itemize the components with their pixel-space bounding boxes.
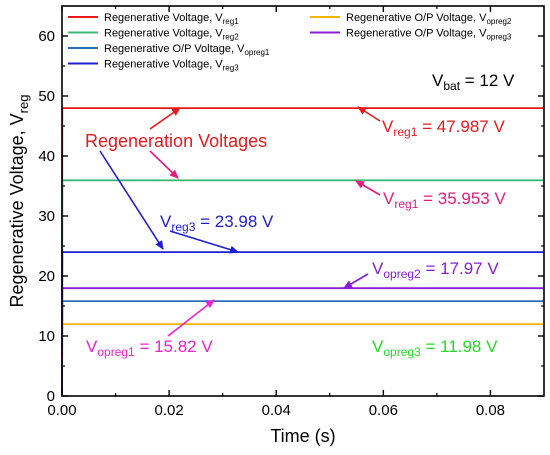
arrow-reg2-label xyxy=(355,180,381,196)
y-tick-label: 50 xyxy=(38,88,55,105)
ann-opreg2: Vopreg2 = 17.97 V xyxy=(372,259,499,281)
legend-label: Regenerative Voltage, Vreg3 xyxy=(104,59,239,73)
ann-reg1-a: Vreg1 = 47.987 V xyxy=(382,117,505,139)
y-axis-title: Regenerative Voltage, Vreg xyxy=(7,95,31,308)
x-tick-label: 0.06 xyxy=(369,402,398,419)
legend-item-opreg3: Regenerative O/P Voltage, Vopreg3 xyxy=(310,28,512,42)
ann-reg3: Vreg3 = 23.98 V xyxy=(160,212,274,234)
arrow-regen-to-reg1 xyxy=(149,107,181,130)
y-axis-title-main: Regenerative Voltage, V xyxy=(7,113,27,307)
arrow-regen-to-reg2 xyxy=(149,150,179,179)
y-tick-label: 40 xyxy=(38,148,55,165)
legend-label: Regenerative O/P Voltage, Vopreg1 xyxy=(104,43,270,57)
x-axis-title: Time (s) xyxy=(270,426,335,446)
legend-item-reg3: Regenerative Voltage, Vreg3 xyxy=(68,59,239,73)
legend: Regenerative Voltage, Vreg1 Regenerative … xyxy=(68,12,512,73)
regeneration-voltages-label: Regeneration Voltages xyxy=(85,131,267,151)
ann-opreg3: Vopreg3 = 11.98 V xyxy=(372,337,498,359)
y-tick-label: 10 xyxy=(38,328,55,345)
x-tick-label: 0.00 xyxy=(47,402,76,419)
ann-opreg1: Vopreg1 = 15.82 V xyxy=(86,337,213,359)
legend-label: Regenerative Voltage, Vreg2 xyxy=(104,28,239,42)
arrow-regen-to-reg3 xyxy=(99,150,164,250)
series-line-opreg2 xyxy=(61,323,544,397)
plot-frame xyxy=(61,5,545,397)
legend-label: Regenerative O/P Voltage, Vopreg3 xyxy=(346,28,512,42)
legend-label: Regenerative O/P Voltage, Vopreg2 xyxy=(346,12,512,26)
svg-text:Regenerative Voltage, Vreg: Regenerative Voltage, Vreg xyxy=(7,95,31,308)
annotation-layer: Vbat = 12 V Regeneration Voltages Vreg1 … xyxy=(85,71,515,359)
vbat-label: Vbat = 12 V xyxy=(432,71,515,93)
legend-item-reg2: Regenerative Voltage, Vreg2 xyxy=(68,28,239,42)
arrow-reg1-label xyxy=(357,106,381,122)
x-tick-label: 0.04 xyxy=(262,402,291,419)
y-tick-label: 60 xyxy=(38,28,55,45)
legend-label: Regenerative Voltage, Vreg1 xyxy=(104,12,239,26)
arrow-opreg1-label xyxy=(167,299,215,337)
x-tick-label: 0.08 xyxy=(476,402,505,419)
legend-item-reg1: Regenerative Voltage, Vreg1 xyxy=(68,12,239,26)
ann-reg1-b: Vreg1 = 35.953 V xyxy=(383,189,506,211)
arrow-opreg2-label xyxy=(343,273,369,289)
y-tick-label: 0 xyxy=(47,388,55,405)
y-tick-label: 30 xyxy=(38,208,55,225)
legend-item-opreg1: Regenerative O/P Voltage, Vopreg1 xyxy=(68,43,270,57)
y-axis-title-sub: reg xyxy=(16,95,31,114)
legend-item-opreg2: Regenerative O/P Voltage, Vopreg2 xyxy=(310,12,512,26)
axes-layer: 0.00 0.02 0.04 0.06 0.08 0 10 20 30 40 50 60 xyxy=(38,6,544,419)
x-tick-label: 0.02 xyxy=(155,402,184,419)
arrow-reg3-label xyxy=(169,230,239,254)
y-tick-label: 20 xyxy=(38,268,55,285)
